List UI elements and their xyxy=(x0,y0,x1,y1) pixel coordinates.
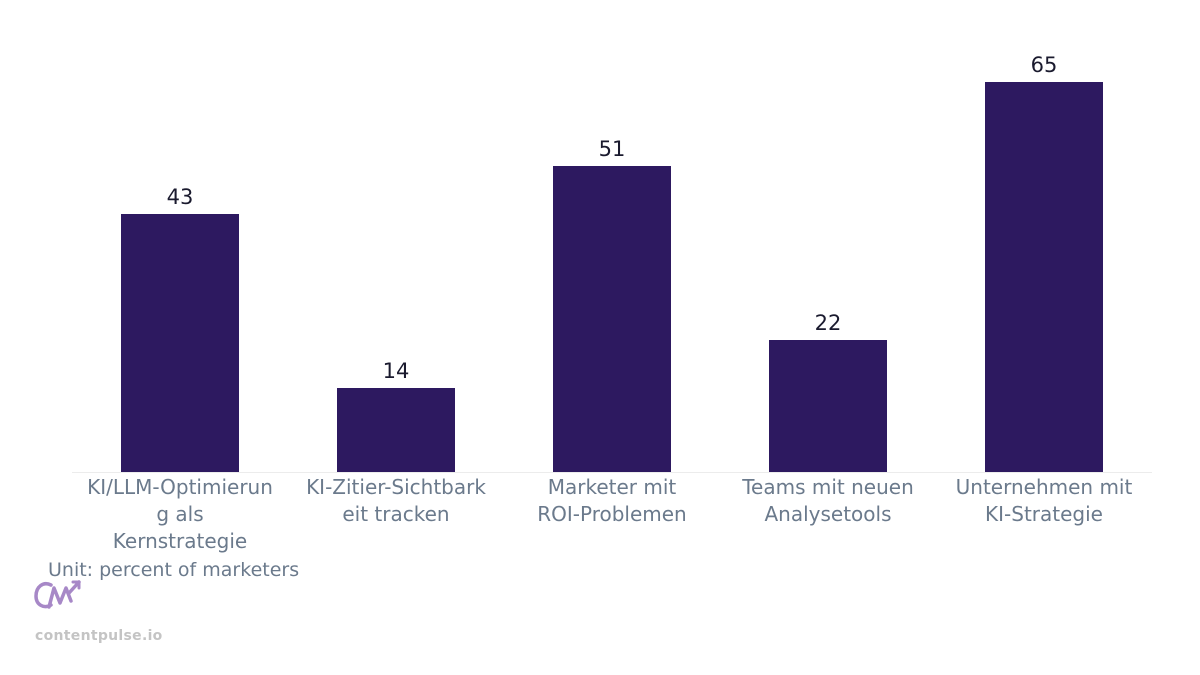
bar xyxy=(553,166,671,472)
brand-logo-icon xyxy=(33,579,83,617)
x-tick-label: KI-Zitier-Sichtbark xyxy=(306,475,486,499)
x-tick-label: ROI-Problemen xyxy=(537,502,687,526)
data-label: 22 xyxy=(815,311,842,335)
x-tick-label: Marketer mit xyxy=(548,475,677,499)
x-tick-label: Kernstrategie xyxy=(113,529,247,553)
data-label: 43 xyxy=(167,185,194,209)
unit-label: Unit: percent of marketers xyxy=(48,559,300,581)
bar xyxy=(985,82,1103,472)
bar xyxy=(337,388,455,472)
bar xyxy=(121,214,239,472)
brand-name: contentpulse.io xyxy=(35,628,163,644)
data-label: 14 xyxy=(383,359,410,383)
x-tick-label: KI/LLM-Optimierun xyxy=(87,475,273,499)
x-tick-label: Analysetools xyxy=(764,502,891,526)
bar xyxy=(769,340,887,472)
x-tick-label: Teams mit neuen xyxy=(741,475,914,499)
x-tick-label: Unternehmen mit xyxy=(956,475,1133,499)
data-label: 65 xyxy=(1031,53,1058,77)
x-tick-label: g als xyxy=(156,502,203,526)
x-tick-label: eit tracken xyxy=(342,502,449,526)
x-tick-label: KI-Strategie xyxy=(985,502,1103,526)
data-label: 51 xyxy=(599,137,626,161)
